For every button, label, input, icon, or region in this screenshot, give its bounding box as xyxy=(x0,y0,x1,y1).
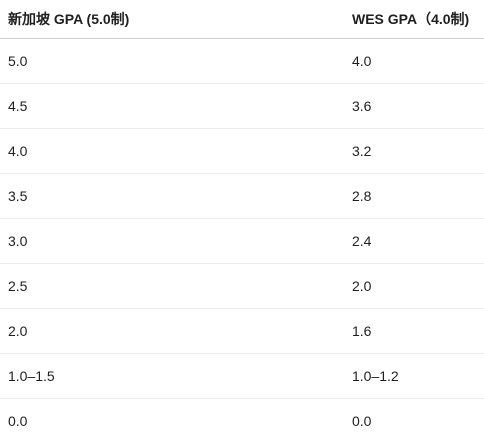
header-wes-gpa: WES GPA（4.0制) xyxy=(342,0,484,39)
table-row: 2.0 1.6 xyxy=(0,308,484,354)
singapore-gpa-cell: 4.5 xyxy=(0,83,342,129)
wes-gpa-cell: 3.6 xyxy=(342,83,484,129)
table-row: 1.0–1.5 1.0–1.2 xyxy=(0,353,484,399)
header-singapore-gpa: 新加坡 GPA (5.0制) xyxy=(0,0,342,39)
wes-gpa-cell: 3.2 xyxy=(342,128,484,174)
singapore-gpa-cell: 0.0 xyxy=(8,413,28,429)
table-row: 2.5 2.0 xyxy=(0,263,484,309)
singapore-gpa-cell: 2.5 xyxy=(0,263,342,309)
wes-gpa-cell: 2.8 xyxy=(342,173,484,219)
wes-gpa-cell: 2.4 xyxy=(342,218,484,264)
singapore-gpa-cell: 1.0–1.5 xyxy=(0,353,342,399)
wes-gpa-cell: 1.0–1.2 xyxy=(342,353,484,399)
singapore-gpa-cell: 3.0 xyxy=(0,218,342,264)
wes-gpa-cell: 4.0 xyxy=(342,38,484,84)
table-row: 4.5 3.6 xyxy=(0,83,484,129)
table-row: 0.0 0.0 xyxy=(0,399,484,443)
table-header-row: 新加坡 GPA (5.0制) WES GPA（4.0制) xyxy=(0,0,484,39)
wes-gpa-cell: 1.6 xyxy=(342,308,484,354)
wes-gpa-cell: 2.0 xyxy=(342,263,484,309)
table-row: 5.0 4.0 xyxy=(0,38,484,84)
table-row: 3.0 2.4 xyxy=(0,218,484,264)
singapore-gpa-cell: 3.5 xyxy=(0,173,342,219)
singapore-gpa-cell: 5.0 xyxy=(0,38,342,84)
table-row: 3.5 2.8 xyxy=(0,173,484,219)
wes-gpa-cell: 0.0 xyxy=(352,413,372,429)
table-row: 4.0 3.2 xyxy=(0,128,484,174)
singapore-gpa-cell: 4.0 xyxy=(0,128,342,174)
singapore-gpa-cell: 2.0 xyxy=(0,308,342,354)
